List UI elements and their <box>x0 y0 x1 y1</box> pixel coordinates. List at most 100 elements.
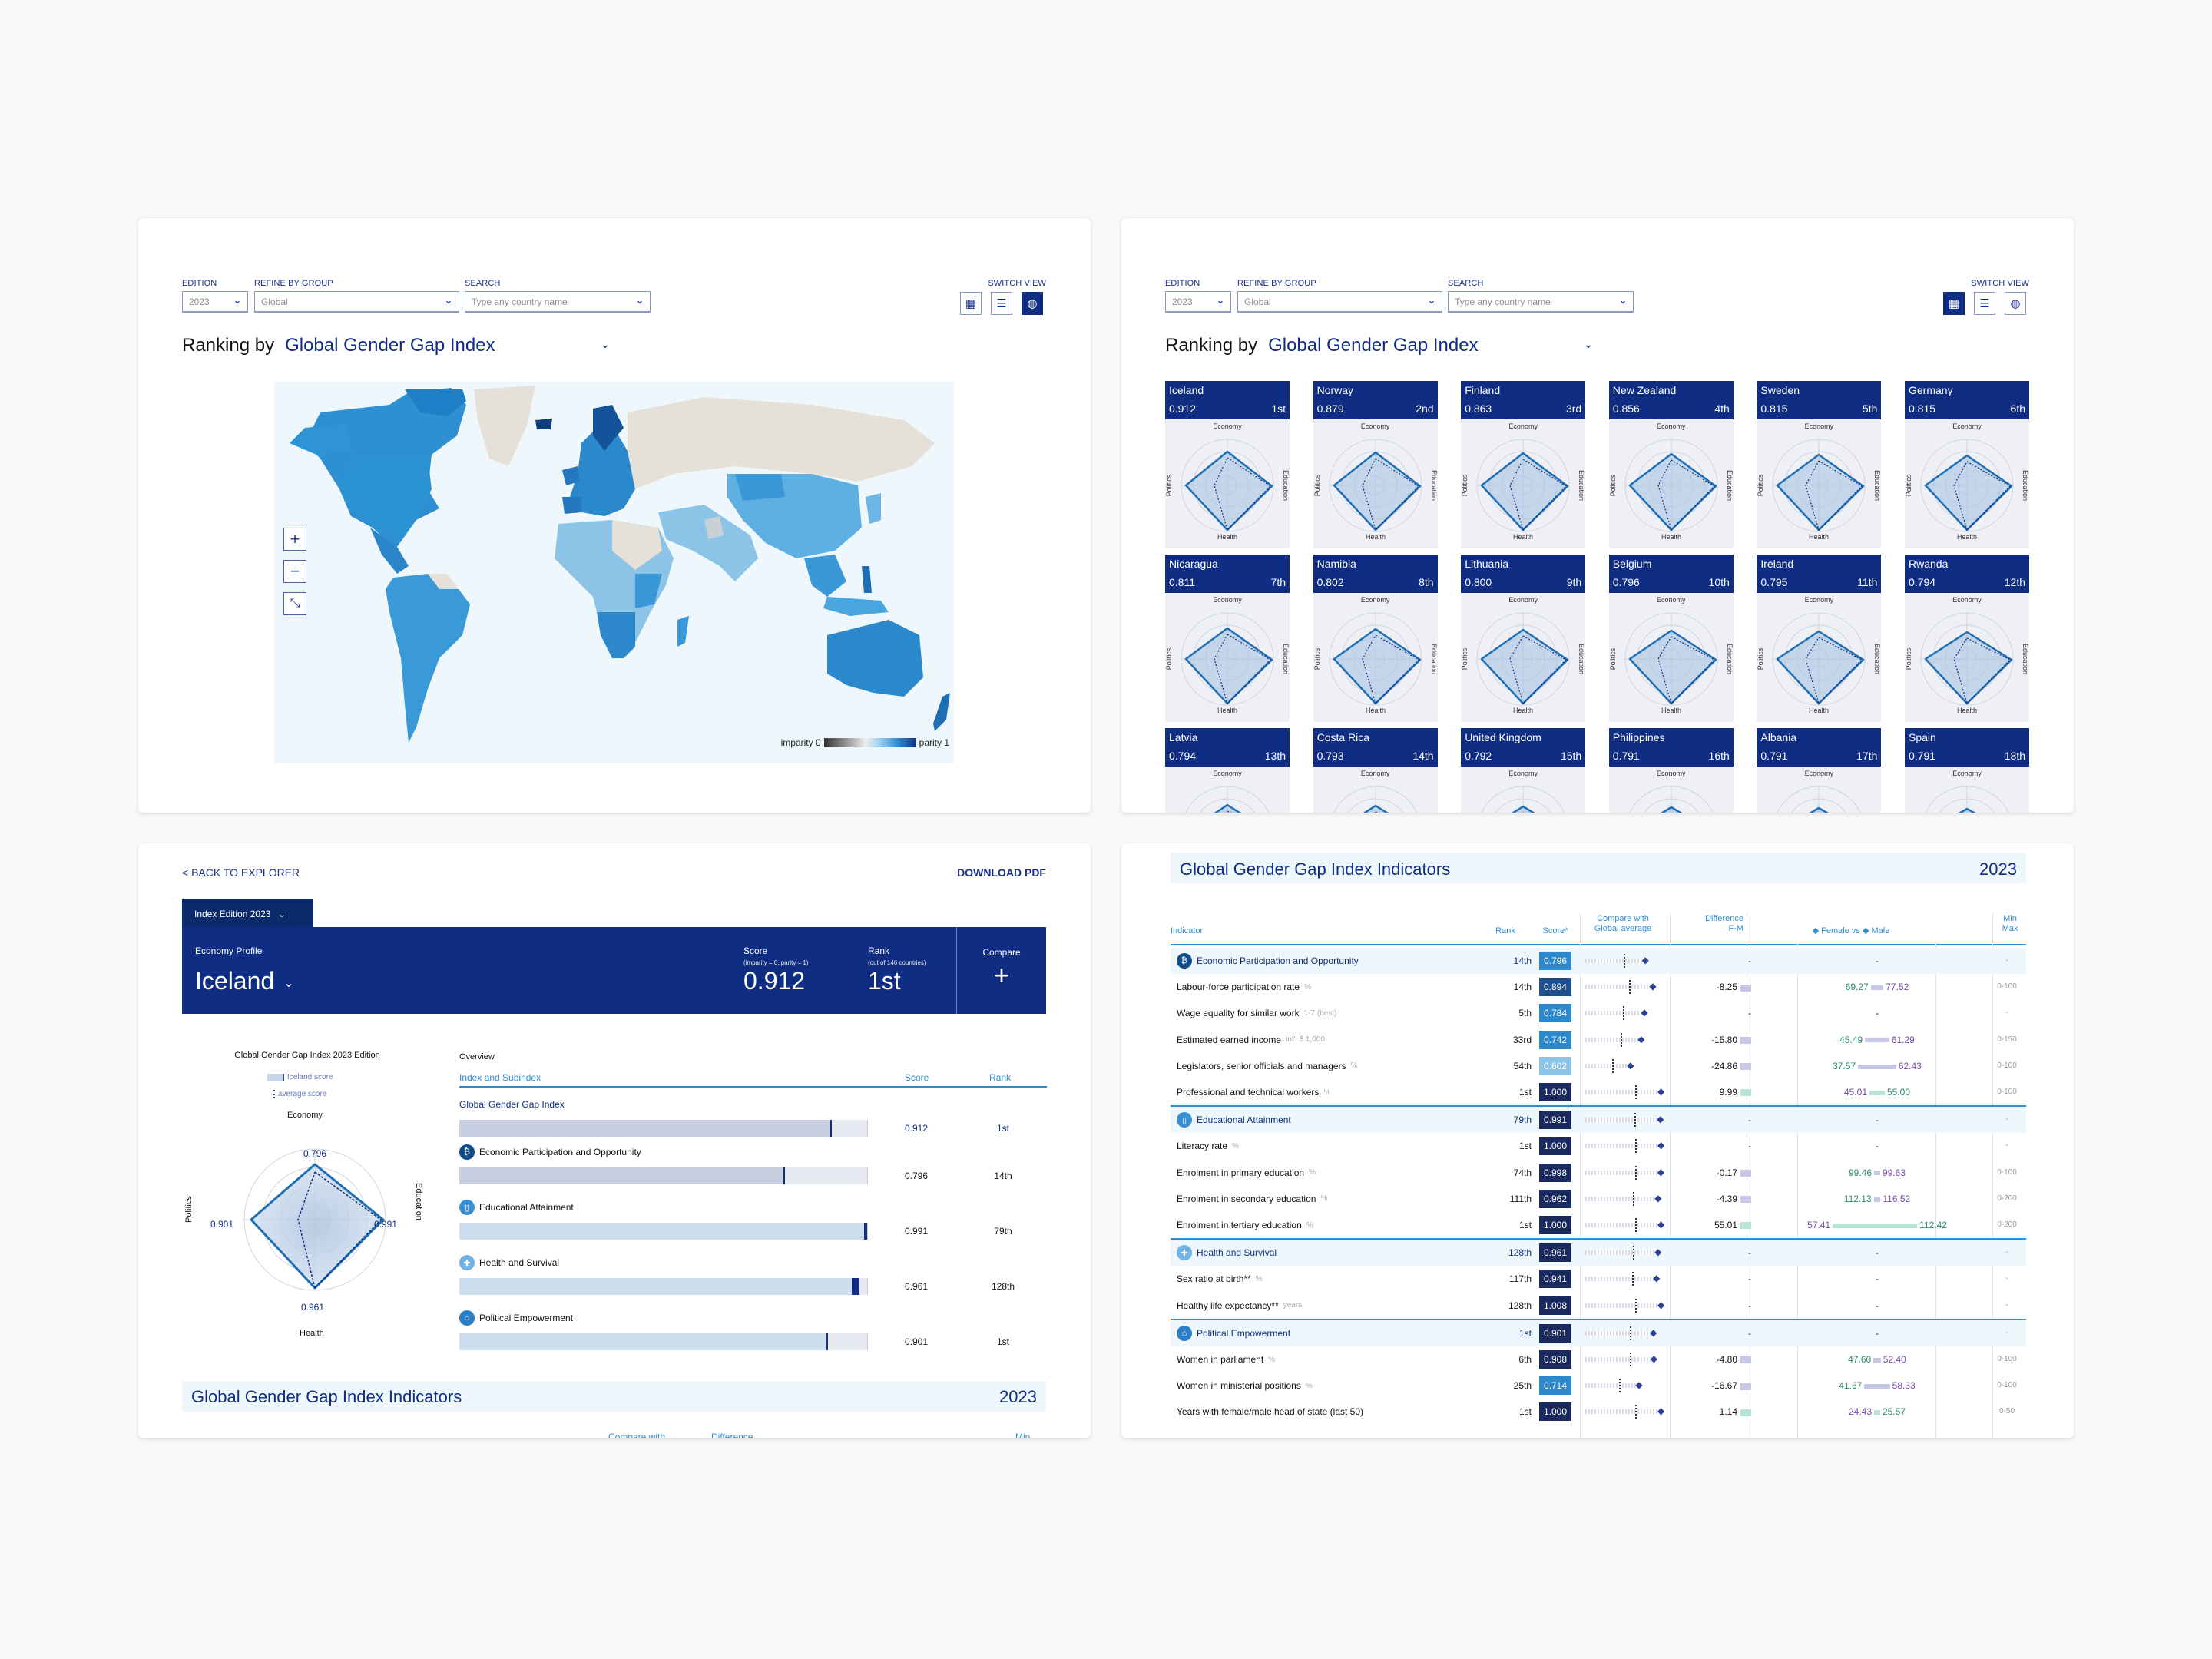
country-card[interactable]: Germany 0.815 6th Economy Politics Educa… <box>1905 381 2029 548</box>
indicator-row[interactable]: Enrolment in secondary education% 111th 0.… <box>1171 1186 2026 1212</box>
card-rank: 16th <box>1708 750 1730 762</box>
overview-row-politics[interactable]: ⌂ Political Empowerment 0.901 1st <box>459 1310 1047 1356</box>
country-card[interactable]: Namibia 0.802 8th Economy Politics Educa… <box>1313 555 1438 722</box>
indicator-row[interactable]: Literacy rate% 1st 1.000 ◆ - - - <box>1171 1133 2026 1159</box>
country-card[interactable]: Belgium 0.796 10th Economy Politics Educ… <box>1608 555 1734 722</box>
card-rank: 11th <box>1857 576 1878 588</box>
indicator-group-row[interactable]: ▯ Educational Attainment 79th 0.991 ◆ - - - <box>1171 1107 2026 1134</box>
global-average-compare: ◆ <box>1578 1085 1664 1099</box>
indicator-row[interactable]: Enrolment in tertiary education% 1st 1.000… <box>1171 1212 2026 1238</box>
indicator-group-row[interactable]: ₿ Economic Participation and Opportunity 1… <box>1171 948 2026 974</box>
score-diamond-icon: ◆ <box>1657 1219 1665 1230</box>
map-view-button[interactable]: ◍ <box>2005 292 2026 315</box>
indicator-score-badge: 0.961 <box>1539 1243 1571 1263</box>
country-card[interactable]: Nicaragua 0.811 7th Economy Politics Edu… <box>1165 555 1290 722</box>
zoom-out-button[interactable]: − <box>283 560 306 583</box>
svg-text:Politics: Politics <box>1165 474 1173 496</box>
chevron-down-icon[interactable]: ⌄ <box>1584 338 1593 350</box>
group-value: Global <box>261 296 288 307</box>
search-input[interactable]: Type any country name ⌄ <box>1448 291 1634 313</box>
back-to-explorer-link[interactable]: < BACK TO EXPLORER <box>182 866 300 879</box>
country-card[interactable]: Lithuania 0.800 9th Economy Politics Edu… <box>1461 555 1586 722</box>
indicator-row[interactable]: Wage equality for similar work 1-7 (best)… <box>1171 1000 2026 1026</box>
row-name: ✚ Health and Survival <box>459 1255 1047 1270</box>
world-map[interactable]: + − ⤡ imparity 0 parity 1 <box>274 382 954 763</box>
country-select[interactable]: Iceland ⌄ <box>195 967 294 995</box>
card-axis-economy: Economy <box>1952 596 1982 604</box>
mini-radar-chart: Politics Education Health <box>1629 786 1714 813</box>
country-card[interactable]: United Kingdom 0.792 15th Economy Politi… <box>1461 728 1586 813</box>
difference-value: 9.99 <box>1685 1087 1751 1098</box>
indicator-row[interactable]: Years with female/male head of state (la… <box>1171 1399 2026 1425</box>
card-score: 0.815 <box>1760 402 1788 415</box>
indicator-label: Wage equality for similar work <box>1177 1008 1300 1019</box>
map-view-button[interactable]: ◍ <box>1022 292 1043 315</box>
indicator-row[interactable]: Women in ministerial positions% 25th 0.714… <box>1171 1373 2026 1399</box>
overview-row-health[interactable]: ✚ Health and Survival 0.961 128th <box>459 1255 1047 1301</box>
list-view-button[interactable]: ☰ <box>1974 292 1995 315</box>
country-card[interactable]: New Zealand 0.856 4th Economy Politics E… <box>1608 381 1734 548</box>
country-card[interactable]: Spain 0.791 18th Economy Politics Educat… <box>1905 728 2029 813</box>
grid-view-button[interactable]: ▦ <box>1943 292 1965 315</box>
card-rank: 8th <box>1419 576 1434 588</box>
card-country-name: Finland <box>1465 384 1501 396</box>
row-score: 0.991 <box>905 1226 929 1237</box>
grid-view-button[interactable]: ▦ <box>960 292 982 315</box>
compare-button[interactable]: Compare + <box>956 927 1046 1014</box>
female-vs-male: 41.67 58.33 <box>1777 1380 1977 1391</box>
female-value: 112.13 <box>1843 1193 1872 1204</box>
country-card[interactable]: Iceland 0.912 1st Economy Politics Educa… <box>1165 381 1290 548</box>
country-card[interactable]: Sweden 0.815 5th Economy Politics Educat… <box>1757 381 1882 548</box>
country-card[interactable]: Ireland 0.795 11th Economy Politics Educ… <box>1757 555 1882 722</box>
indicator-group-row[interactable]: ✚ Health and Survival 128th 0.961 ◆ - - - <box>1171 1240 2026 1267</box>
edition-select[interactable]: 2023 ⌄ <box>1165 291 1231 313</box>
indicator-group-row[interactable]: ⌂ Political Empowerment 1st 0.901 ◆ - - - <box>1171 1320 2026 1346</box>
edition-tab[interactable]: Index Edition 2023 ⌄ <box>182 899 313 928</box>
chevron-down-icon[interactable]: ⌄ <box>601 338 610 350</box>
indicator-row[interactable]: Professional and technical workers% 1st 1.… <box>1171 1079 2026 1105</box>
svg-text:Politics: Politics <box>1905 647 1912 670</box>
zoom-in-button[interactable]: + <box>283 528 306 551</box>
average-marker <box>1612 1058 1614 1073</box>
indicator-row[interactable]: Sex ratio at birth**% 117th 0.941 ◆ - - - <box>1171 1266 2026 1292</box>
average-marker <box>1623 954 1625 968</box>
country-card[interactable]: Costa Rica 0.793 14th Economy Politics E… <box>1313 728 1438 813</box>
col-score: Score <box>905 1072 929 1083</box>
group-select[interactable]: Global ⌄ <box>254 291 459 313</box>
country-card[interactable]: Albania 0.791 17th Economy Politics Educ… <box>1757 728 1882 813</box>
card-axis-economy: Economy <box>1657 422 1686 430</box>
edition-select[interactable]: 2023 ⌄ <box>182 291 248 313</box>
overview-row-economy[interactable]: ₿ Economic Participation and Opportunity … <box>459 1144 1047 1190</box>
indicator-score-badge: 0.784 <box>1539 1004 1571 1023</box>
list-view-button[interactable]: ☰ <box>991 292 1012 315</box>
country-card[interactable]: Norway 0.879 2nd Economy Politics Educat… <box>1313 381 1438 548</box>
indicator-rank: 1st <box>1518 1141 1532 1152</box>
overview-row-ggi[interactable]: Global Gender Gap Index 0.912 1st <box>459 1097 1047 1143</box>
country-card[interactable]: Rwanda 0.794 12th Economy Politics Educa… <box>1905 555 2029 722</box>
indicator-row[interactable]: Labour-force participation rate% 14th 0.89… <box>1171 974 2026 1000</box>
indicator-row[interactable]: Enrolment in primary education% 74th 0.998… <box>1171 1160 2026 1186</box>
country-card[interactable]: Latvia 0.794 13th Economy Politics Educa… <box>1165 728 1290 813</box>
choropleth-map[interactable] <box>274 382 954 763</box>
difference-value: -8.25 <box>1685 982 1751 992</box>
indicator-row[interactable]: Healthy life expectancy** years 128th 1.008… <box>1171 1293 2026 1319</box>
indicator-row[interactable]: Estimated earned income int'l $ 1,000 33rd… <box>1171 1027 2026 1053</box>
indicator-row[interactable]: Women in parliament% 6th 0.908 ◆ -4.80 47.6… <box>1171 1346 2026 1373</box>
reset-zoom-button[interactable]: ⤡ <box>283 592 306 615</box>
download-pdf-link[interactable]: DOWNLOAD PDF <box>957 866 1046 879</box>
indicator-unit: % <box>1323 1088 1331 1097</box>
bar-fill <box>459 1223 864 1240</box>
ranking-select[interactable]: Global Gender Gap Index <box>1268 335 1479 356</box>
global-average-compare: ◆ <box>1578 1379 1662 1393</box>
mini-radar-chart: Politics Education Health <box>1777 786 1861 813</box>
country-card[interactable]: Philippines 0.791 16th Economy Politics … <box>1608 728 1734 813</box>
group-select[interactable]: Global ⌄ <box>1237 291 1442 313</box>
indicator-unit: % <box>1350 1061 1358 1071</box>
card-score: 0.794 <box>1909 576 1936 588</box>
average-marker <box>1629 980 1631 995</box>
overview-row-education[interactable]: ▯ Educational Attainment 0.991 79th <box>459 1200 1047 1246</box>
country-card[interactable]: Finland 0.863 3rd Economy Politics Educa… <box>1461 381 1586 548</box>
indicator-row[interactable]: Legislators, senior officials and manage… <box>1171 1053 2026 1079</box>
search-input[interactable]: Type any country name ⌄ <box>465 291 651 313</box>
ranking-select[interactable]: Global Gender Gap Index <box>285 335 495 356</box>
